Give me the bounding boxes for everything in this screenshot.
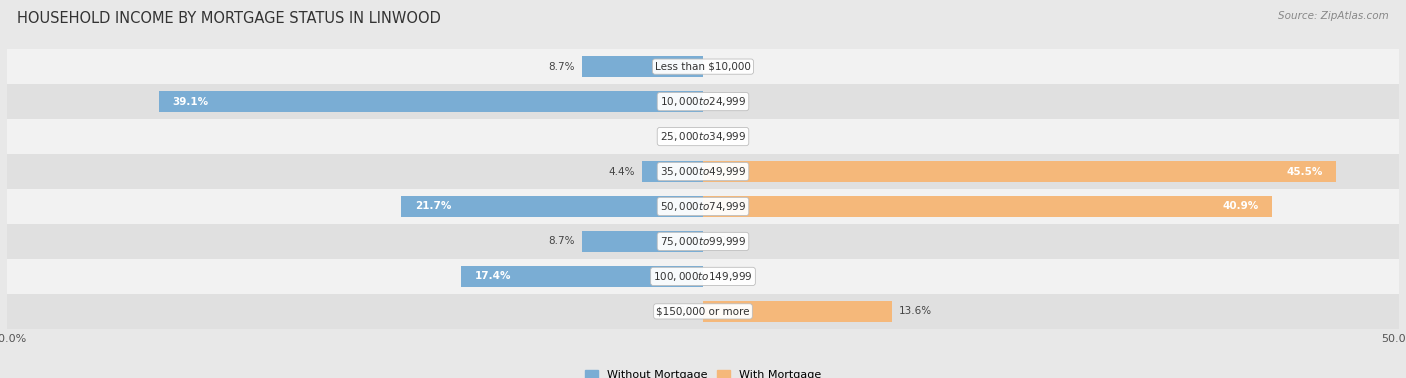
Text: 21.7%: 21.7% xyxy=(415,201,451,211)
Text: $10,000 to $24,999: $10,000 to $24,999 xyxy=(659,95,747,108)
Text: $50,000 to $74,999: $50,000 to $74,999 xyxy=(659,200,747,213)
Text: 0.0%: 0.0% xyxy=(710,132,737,141)
Text: 0.0%: 0.0% xyxy=(669,307,696,316)
Bar xyxy=(7,224,1399,259)
Text: 8.7%: 8.7% xyxy=(548,62,575,71)
Bar xyxy=(7,49,1399,84)
Legend: Without Mortgage, With Mortgage: Without Mortgage, With Mortgage xyxy=(581,366,825,378)
Text: $75,000 to $99,999: $75,000 to $99,999 xyxy=(659,235,747,248)
Text: 17.4%: 17.4% xyxy=(475,271,512,281)
Bar xyxy=(703,301,893,322)
Text: $150,000 or more: $150,000 or more xyxy=(657,307,749,316)
Text: 4.4%: 4.4% xyxy=(609,167,634,177)
Text: $100,000 to $149,999: $100,000 to $149,999 xyxy=(654,270,752,283)
Text: 0.0%: 0.0% xyxy=(710,271,737,281)
Text: $25,000 to $34,999: $25,000 to $34,999 xyxy=(659,130,747,143)
Text: 0.0%: 0.0% xyxy=(710,62,737,71)
Bar xyxy=(7,84,1399,119)
Text: 39.1%: 39.1% xyxy=(173,97,209,107)
Text: $35,000 to $49,999: $35,000 to $49,999 xyxy=(659,165,747,178)
Text: 45.5%: 45.5% xyxy=(1286,167,1323,177)
Text: Less than $10,000: Less than $10,000 xyxy=(655,62,751,71)
Bar xyxy=(703,161,1336,182)
Text: 8.7%: 8.7% xyxy=(548,237,575,246)
Text: HOUSEHOLD INCOME BY MORTGAGE STATUS IN LINWOOD: HOUSEHOLD INCOME BY MORTGAGE STATUS IN L… xyxy=(17,11,440,26)
Bar xyxy=(461,266,703,287)
Bar xyxy=(641,161,703,182)
Bar xyxy=(7,154,1399,189)
Bar xyxy=(159,91,703,112)
Bar xyxy=(7,259,1399,294)
Bar xyxy=(401,196,703,217)
Bar xyxy=(7,294,1399,329)
Text: 13.6%: 13.6% xyxy=(900,307,932,316)
Bar xyxy=(7,189,1399,224)
Text: 0.0%: 0.0% xyxy=(710,237,737,246)
Text: 0.0%: 0.0% xyxy=(710,97,737,107)
Text: Source: ZipAtlas.com: Source: ZipAtlas.com xyxy=(1278,11,1389,21)
Text: 0.0%: 0.0% xyxy=(669,132,696,141)
Bar xyxy=(7,119,1399,154)
Bar xyxy=(703,196,1272,217)
Text: 40.9%: 40.9% xyxy=(1222,201,1258,211)
Bar xyxy=(582,56,703,77)
Bar xyxy=(582,231,703,252)
